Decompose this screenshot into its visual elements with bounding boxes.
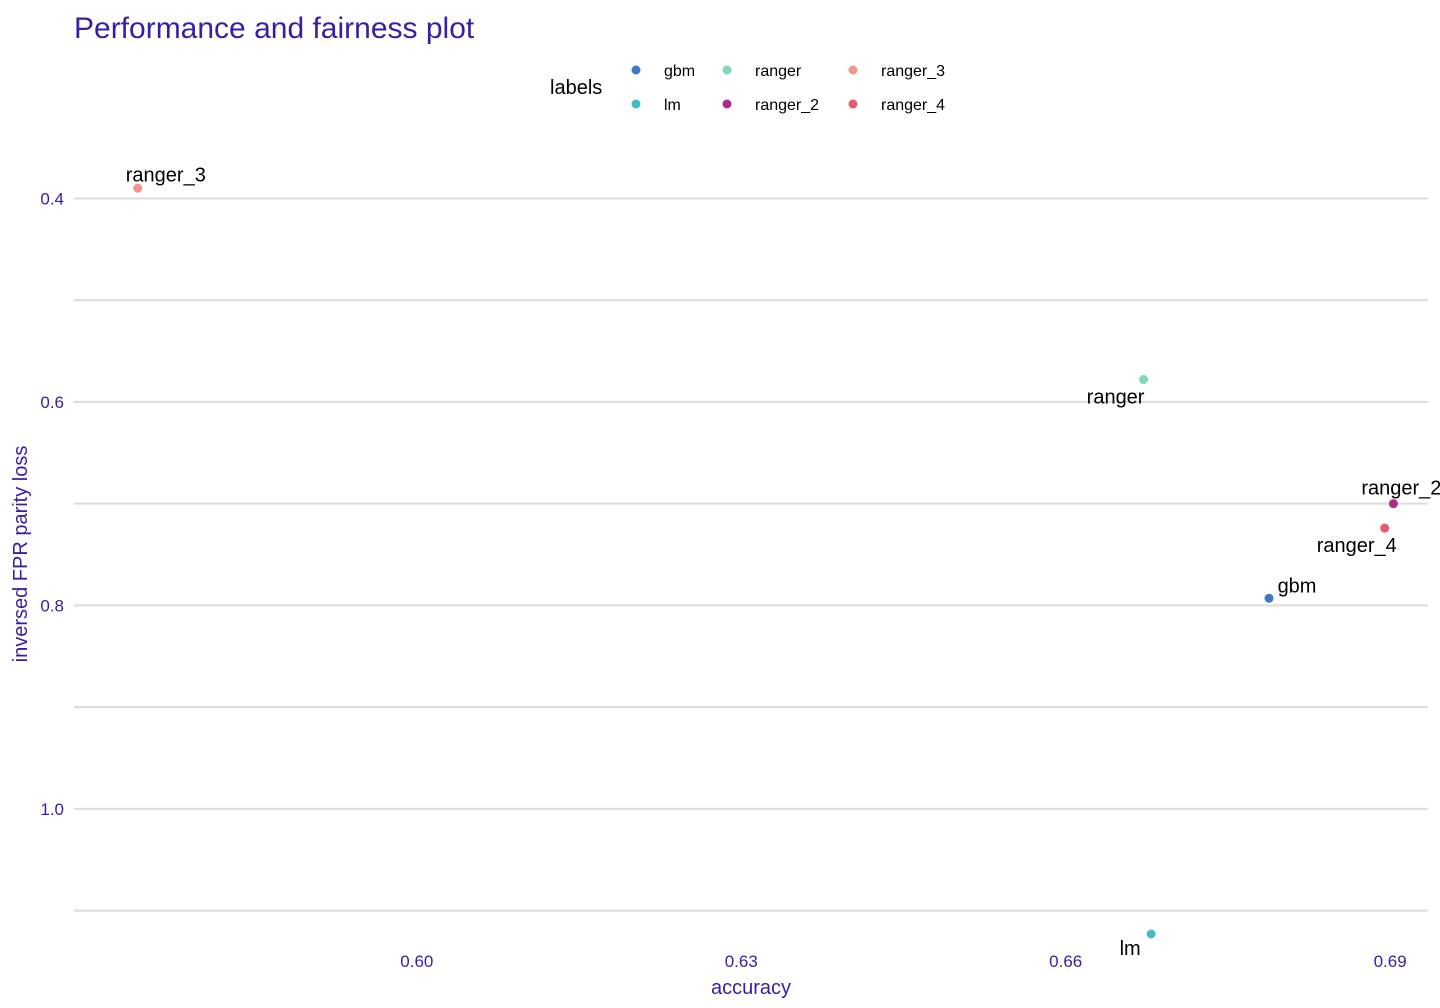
legend-label: ranger_2 — [755, 97, 819, 114]
y-tick-label: 0.8 — [40, 596, 64, 615]
x-tick-label: 0.69 — [1374, 952, 1407, 971]
x-tick-label: 0.63 — [725, 952, 758, 971]
legend-label: ranger — [755, 63, 802, 80]
legend-label: ranger_3 — [881, 63, 945, 80]
legend-key-lm — [631, 99, 641, 109]
point-ranger — [1139, 375, 1149, 385]
point-label-ranger_3: ranger_3 — [126, 164, 206, 186]
data-points — [133, 183, 1398, 939]
legend-key-ranger_3 — [848, 65, 858, 75]
legend-label: lm — [664, 97, 681, 114]
y-tick-label: 0.4 — [40, 189, 64, 208]
point-lm — [1146, 929, 1156, 939]
y-tick-label: 1.0 — [40, 800, 64, 819]
legend-key-ranger_4 — [848, 99, 858, 109]
legend-label: ranger_4 — [881, 97, 945, 114]
point-ranger_3 — [133, 183, 143, 193]
grid-layer — [74, 197, 1428, 912]
point-label-ranger_4: ranger_4 — [1317, 535, 1397, 557]
point-label-gbm: gbm — [1278, 575, 1317, 597]
x-tick-label: 0.60 — [400, 952, 433, 971]
point-label-ranger: ranger — [1087, 387, 1145, 409]
y-axis-ticks: 0.4 0.6 0.8 1.0 — [40, 189, 64, 818]
chart-title: Performance and fairness plot — [74, 12, 475, 45]
legend-title: labels — [550, 77, 602, 99]
legend-key-gbm — [631, 65, 641, 75]
legend-key-ranger_2 — [722, 99, 732, 109]
point-ranger_4 — [1380, 523, 1390, 533]
legend-entry-ranger_3: ranger_3 — [848, 63, 945, 80]
x-axis-title: accuracy — [711, 977, 791, 999]
point-label-ranger_2: ranger_2 — [1361, 478, 1440, 500]
y-axis-title: inversed FPR parity loss — [10, 446, 32, 663]
legend-entry-ranger_2: ranger_2 — [722, 97, 819, 114]
point-gbm — [1264, 593, 1274, 603]
legend: labels gbm lm ranger ranger_2 ranger_3ranger… — [550, 63, 945, 114]
point-ranger_2 — [1388, 499, 1398, 509]
legend-entry-gbm: gbm — [631, 63, 695, 80]
legend-entry-ranger_4: ranger_4 — [848, 97, 945, 114]
point-label-lm: lm — [1120, 938, 1141, 960]
x-axis-ticks: 0.60 0.63 0.66 0.69 — [400, 952, 1406, 971]
y-tick-label: 0.6 — [40, 393, 64, 412]
legend-entry-lm: lm — [631, 97, 681, 114]
legend-label: gbm — [664, 63, 695, 80]
legend-entry-ranger: ranger — [722, 63, 802, 80]
legend-key-ranger — [722, 65, 732, 75]
x-tick-label: 0.66 — [1049, 952, 1082, 971]
